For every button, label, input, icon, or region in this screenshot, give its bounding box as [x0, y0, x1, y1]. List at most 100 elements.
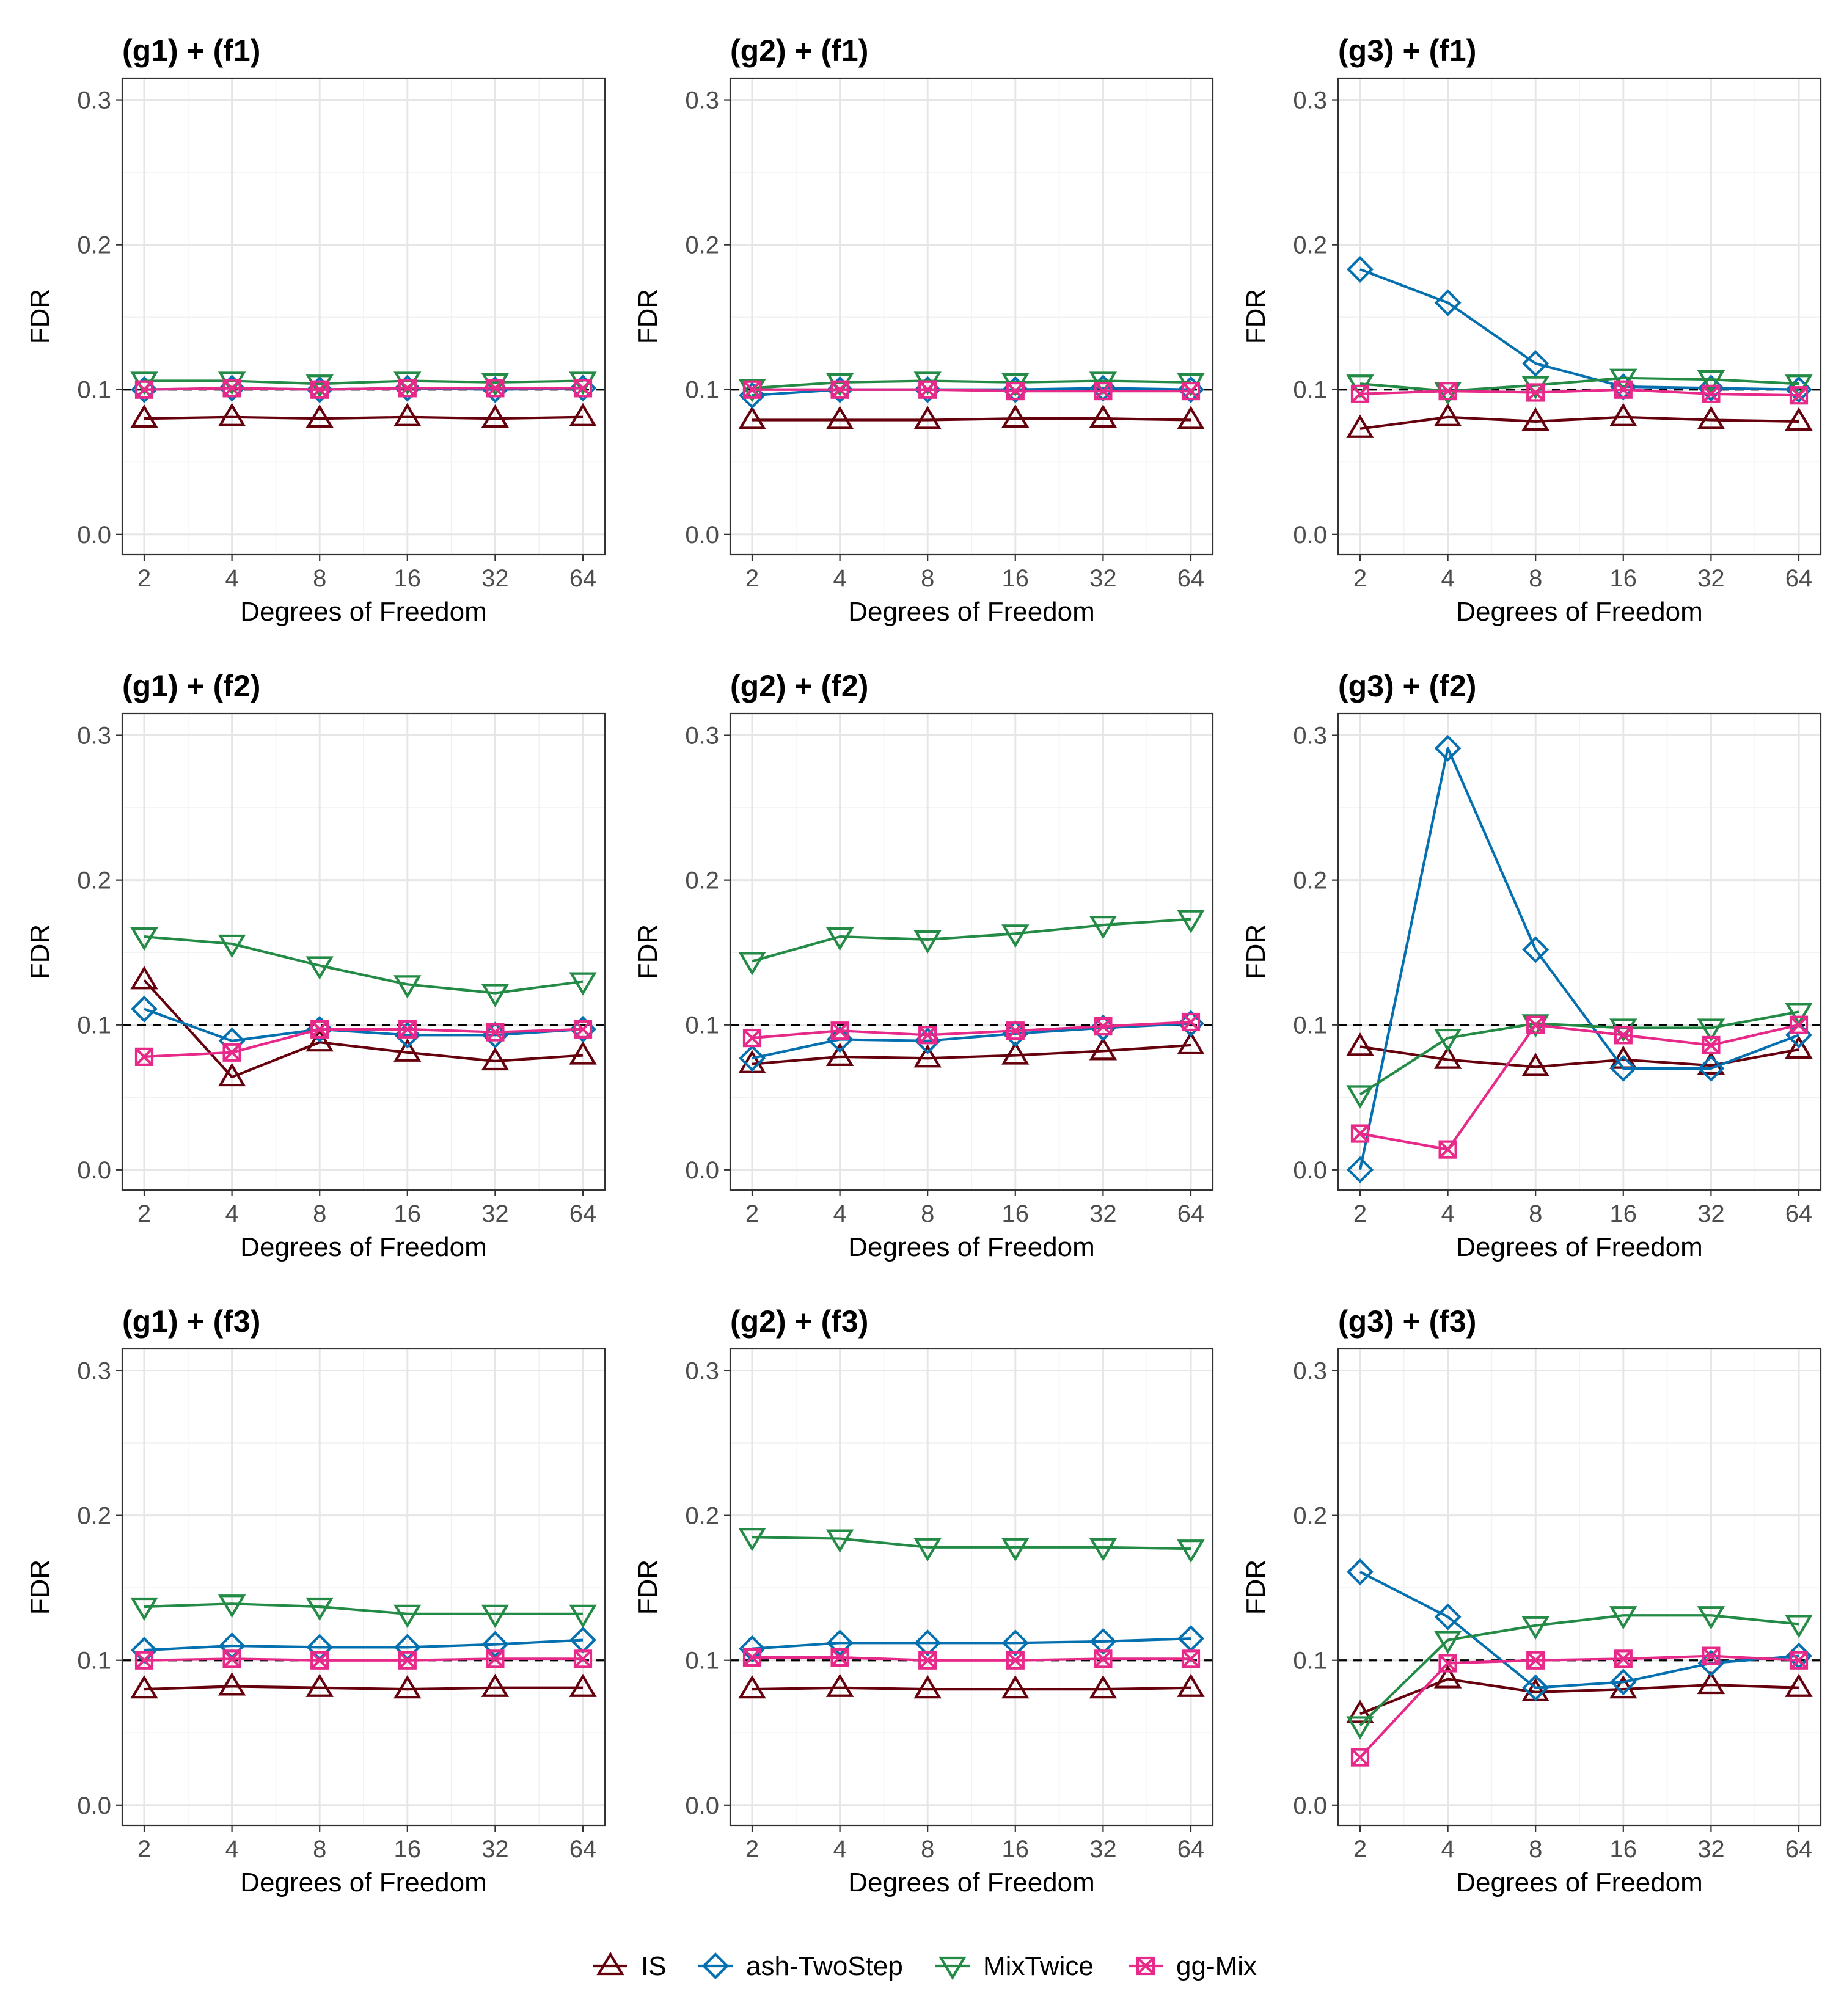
data-point-is: [130, 404, 158, 428]
x-tick-label: 2: [1353, 1200, 1367, 1227]
data-point-gg-mix: [573, 379, 593, 398]
data-point-gg-mix: [486, 1649, 505, 1668]
y-tick-label: 0.3: [77, 87, 111, 114]
data-point-gg-mix: [1614, 1026, 1633, 1045]
data-point-is: [130, 1675, 158, 1699]
y-tick-label: 0.2: [1293, 1503, 1327, 1530]
data-point-ash-twostep: [481, 1631, 509, 1658]
data-point-is: [1521, 1053, 1549, 1076]
data-point-mixtwice: [481, 373, 510, 396]
series-is: [130, 403, 597, 428]
data-point-ash-twostep: [1609, 1668, 1637, 1696]
data-point-ash-twostep: [1347, 1558, 1374, 1586]
data-point-mixtwice: [1001, 1538, 1030, 1561]
data-point-is: [1177, 406, 1205, 429]
data-point-gg-mix: [310, 380, 329, 399]
y-tick-label: 0.2: [685, 867, 719, 894]
x-tick-label: 4: [1441, 1200, 1454, 1227]
data-point-mixtwice: [306, 374, 334, 398]
legend-label: ash-TwoStep: [746, 1951, 903, 1981]
y-tick-label: 0.3: [685, 87, 719, 114]
series-gg-mix: [742, 1012, 1201, 1048]
x-tick-label: 16: [394, 1836, 422, 1863]
data-point-gg-mix: [742, 380, 762, 399]
x-axis-label: Degrees of Freedom: [848, 597, 1095, 627]
data-point-is: [1609, 403, 1637, 426]
y-tick-label: 0.0: [685, 522, 719, 549]
data-point-mixtwice: [1177, 910, 1205, 933]
data-point-ash-twostep: [739, 1635, 766, 1662]
data-point-gg-mix: [398, 1651, 417, 1670]
x-tick-label: 32: [481, 1836, 509, 1863]
panel-title: (g1) + (f3): [122, 1304, 260, 1339]
series-gg-mix: [742, 380, 1201, 401]
y-tick-label: 0.1: [1293, 377, 1327, 404]
data-point-gg-mix: [742, 1028, 762, 1048]
series-line-gg-mix: [752, 1020, 1191, 1040]
gridlines: [1338, 714, 1821, 1190]
x-tick-label: 32: [1697, 565, 1725, 592]
y-axis-label: FDR: [1241, 289, 1271, 344]
series-line-mixtwice: [144, 379, 584, 385]
series-line-gg-mix: [752, 1656, 1191, 1662]
data-point-gg-mix: [1094, 381, 1113, 401]
series-mixtwice: [738, 1528, 1205, 1563]
y-tick-label: 0.1: [685, 1012, 719, 1039]
series-line-mixtwice: [752, 918, 1191, 963]
series-line-is: [752, 1043, 1191, 1065]
data-point-mixtwice: [1521, 1616, 1549, 1640]
x-tick-label: 8: [313, 1836, 326, 1863]
series-line-ash-twostep: [1358, 747, 1799, 1171]
data-point-is: [1089, 1037, 1118, 1061]
x-tick-label: 16: [394, 1200, 422, 1227]
y-tick-label: 0.0: [1293, 1157, 1327, 1184]
data-point-is: [481, 1673, 510, 1697]
panel-border: [1337, 77, 1822, 556]
series-line-mixtwice: [752, 1536, 1191, 1550]
x-tick-label: 32: [1697, 1200, 1725, 1227]
data-point-is: [825, 406, 854, 429]
x-tick-label: 2: [1353, 1836, 1367, 1863]
y-axis-label: FDR: [25, 289, 55, 344]
series-line-mixtwice: [144, 1602, 583, 1615]
data-point-ash-twostep: [1522, 1674, 1549, 1701]
legend-marker-ash-twostep: [702, 1952, 729, 1979]
y-tick-label: 0.1: [77, 1648, 111, 1675]
x-tick-label: 16: [1610, 1836, 1637, 1863]
x-tick-label: 16: [394, 565, 422, 592]
panel-border: [729, 1348, 1214, 1827]
data-point-gg-mix: [310, 1020, 329, 1039]
data-point-gg-mix: [1702, 384, 1721, 403]
data-point-is: [1089, 404, 1118, 428]
y-axis-label: FDR: [633, 1560, 663, 1615]
data-point-gg-mix: [310, 1651, 329, 1670]
data-point-is: [1433, 1045, 1462, 1069]
series-is: [738, 1673, 1205, 1699]
y-tick-label: 0.2: [685, 232, 719, 259]
data-point-mixtwice: [1346, 1085, 1374, 1109]
data-point-gg-mix: [1350, 1124, 1370, 1143]
y-tick-label: 0.0: [685, 1157, 719, 1184]
data-point-ash-twostep: [826, 1629, 854, 1657]
series-gg-mix: [1350, 1015, 1809, 1159]
panel-g2-f2: (g2) + (f2) 0.0 0.1 0.2 0.3 2 4 8 16 32 64 Degrees …: [633, 669, 1214, 1262]
gridlines: [1338, 78, 1821, 555]
data-point-mixtwice: [825, 927, 854, 951]
y-tick-label: 0.0: [1293, 1792, 1327, 1819]
data-point-gg-mix: [1526, 383, 1545, 402]
x-tick-label: 32: [481, 565, 509, 592]
series-line-is: [752, 417, 1191, 422]
x-tick-label: 64: [1177, 565, 1205, 592]
series-line-mixtwice: [1359, 376, 1799, 393]
y-tick-label: 0.3: [685, 1358, 719, 1385]
x-tick-label: 2: [137, 1836, 151, 1863]
data-point-is: [1346, 414, 1374, 438]
data-point-mixtwice: [913, 930, 942, 954]
x-axis-label: Degrees of Freedom: [240, 1868, 487, 1897]
panel-border: [729, 712, 1214, 1191]
data-point-gg-mix: [398, 1020, 417, 1039]
data-point-is: [393, 403, 422, 426]
y-tick-label: 0.0: [1293, 522, 1327, 549]
data-point-mixtwice: [1785, 374, 1813, 398]
series-gg-mix: [134, 379, 593, 399]
